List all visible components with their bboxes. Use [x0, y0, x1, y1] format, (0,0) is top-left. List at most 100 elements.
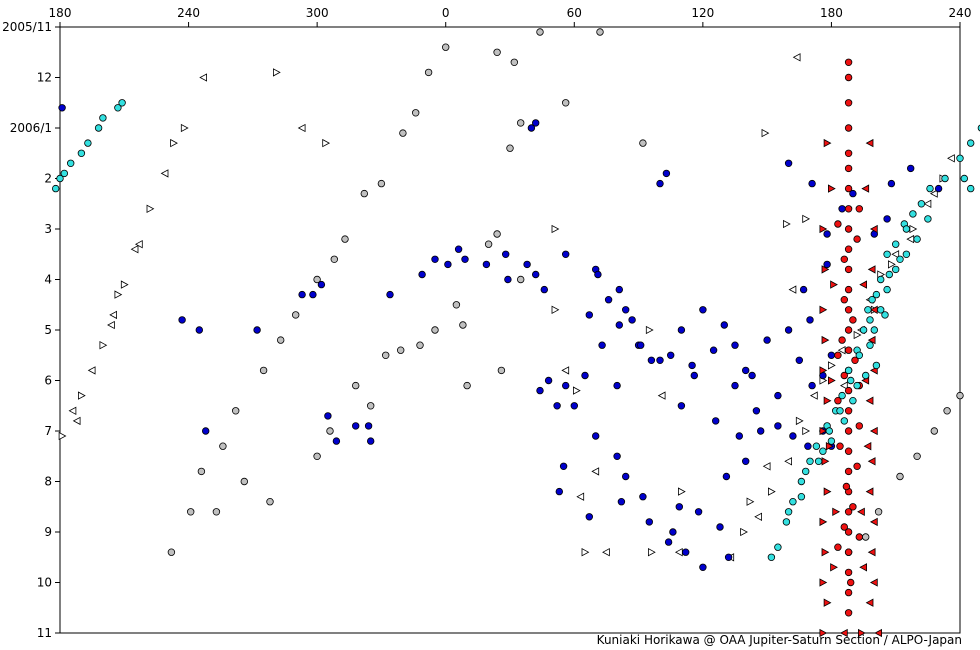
y-tick-label: 9	[44, 525, 52, 539]
blue-circle-point	[752, 407, 761, 415]
blue-circle-point	[742, 366, 750, 375]
gray-circle-point	[313, 275, 321, 284]
white-triangle-point	[768, 487, 776, 496]
cyan-circle-point	[77, 149, 86, 157]
white-triangle-point	[170, 138, 178, 148]
gray-circle-point	[212, 508, 221, 516]
gray-circle-point	[536, 28, 544, 36]
y-tick-label: 8	[44, 475, 52, 489]
red-circle-point	[838, 336, 846, 344]
red-triangle-point	[821, 335, 830, 345]
red-circle-point	[844, 467, 853, 476]
blue-circle-point	[823, 260, 831, 269]
gray-circle-point	[431, 326, 439, 334]
white-triangle-point	[891, 250, 900, 259]
cyan-circle-point	[825, 427, 833, 435]
red-triangle-point	[823, 487, 832, 496]
cyan-circle-point	[784, 508, 793, 516]
blue-circle-point	[722, 472, 731, 481]
gray-circle-point	[399, 129, 407, 137]
gray-circle-point	[377, 179, 386, 188]
gray-circle-point	[416, 341, 424, 349]
blue-circle-point	[838, 205, 846, 213]
red-triangle-point	[874, 628, 882, 638]
blue-circle-point	[784, 159, 793, 167]
cyan-circle-point	[956, 154, 964, 162]
white-triangle-point	[762, 462, 771, 471]
white-triangle-point	[576, 492, 585, 501]
white-triangle-point	[591, 467, 600, 476]
blue-circle-point	[712, 417, 720, 425]
red-circle-point	[844, 149, 853, 157]
cyan-circle-point	[774, 543, 782, 551]
gray-circle-point	[596, 28, 604, 36]
blue-circle-point	[656, 179, 664, 188]
blue-circle-point	[731, 381, 739, 390]
gray-circle-point	[341, 235, 349, 243]
gray-circle-point	[463, 381, 471, 390]
red-circle-point	[844, 346, 853, 354]
blue-circle-point	[309, 290, 317, 299]
cyan-circle-point	[924, 215, 932, 223]
gray-circle-point	[930, 427, 938, 435]
blue-circle-point	[849, 189, 857, 198]
red-triangle-point	[832, 507, 841, 516]
blue-circle-point	[502, 250, 510, 258]
white-triangle-point	[784, 457, 792, 466]
gray-circle-point	[186, 508, 195, 516]
blue-circle-point	[617, 498, 626, 506]
blue-circle-point	[808, 179, 816, 188]
red-circle-point	[853, 235, 861, 243]
red-circle-point	[855, 205, 863, 213]
red-circle-point	[844, 245, 853, 253]
cyan-circle-point	[862, 371, 870, 380]
white-triangle-point	[72, 416, 81, 426]
white-triangle-point	[947, 154, 955, 163]
red-triangle-point	[825, 442, 834, 451]
blue-circle-point	[536, 386, 544, 395]
cyan-circle-point	[967, 139, 975, 147]
gray-circle-point	[360, 189, 368, 198]
blue-circle-point	[544, 376, 553, 385]
white-triangle-point	[828, 361, 836, 370]
red-triangle-point	[819, 578, 828, 587]
white-triangle-point	[58, 431, 67, 441]
red-triangle-point	[858, 628, 866, 638]
red-circle-point	[840, 523, 848, 531]
red-circle-point	[844, 326, 853, 334]
blue-circle-point	[716, 523, 724, 531]
blue-circle-point	[804, 442, 812, 450]
white-triangle-point	[754, 512, 762, 521]
blue-circle-point	[523, 260, 531, 269]
gray-circle-point	[382, 351, 390, 359]
blue-circle-point	[592, 432, 600, 440]
blue-circle-point	[532, 270, 540, 279]
red-triangle-point	[863, 442, 872, 451]
cyan-circle-point	[94, 124, 103, 132]
cyan-circle-point	[872, 361, 881, 370]
cyan-circle-point	[877, 306, 885, 314]
cyan-circle-point	[866, 341, 874, 349]
white-triangle-point	[180, 123, 189, 133]
red-circle-point	[844, 528, 853, 536]
white-triangle-point	[109, 310, 117, 320]
red-circle-point	[844, 99, 853, 107]
cyan-circle-point	[802, 467, 810, 476]
red-circle-point	[855, 422, 863, 430]
cyan-circle-point	[917, 200, 926, 208]
red-triangle-point	[830, 280, 838, 289]
blue-circle-point	[324, 412, 332, 420]
white-triangle-point	[146, 204, 155, 213]
white-triangle-point	[788, 285, 797, 294]
red-triangle-point	[857, 507, 865, 516]
x-tick-label: 60	[567, 6, 582, 20]
red-triangle-point	[869, 224, 878, 234]
y-tick-label: 10	[37, 576, 52, 590]
blue-circle-point	[637, 341, 645, 349]
cyan-circle-point	[868, 296, 876, 304]
blue-circle-point	[639, 493, 647, 501]
x-tick-label: 240	[949, 6, 972, 20]
white-triangle-point	[199, 73, 208, 82]
white-triangle-point	[648, 548, 656, 557]
